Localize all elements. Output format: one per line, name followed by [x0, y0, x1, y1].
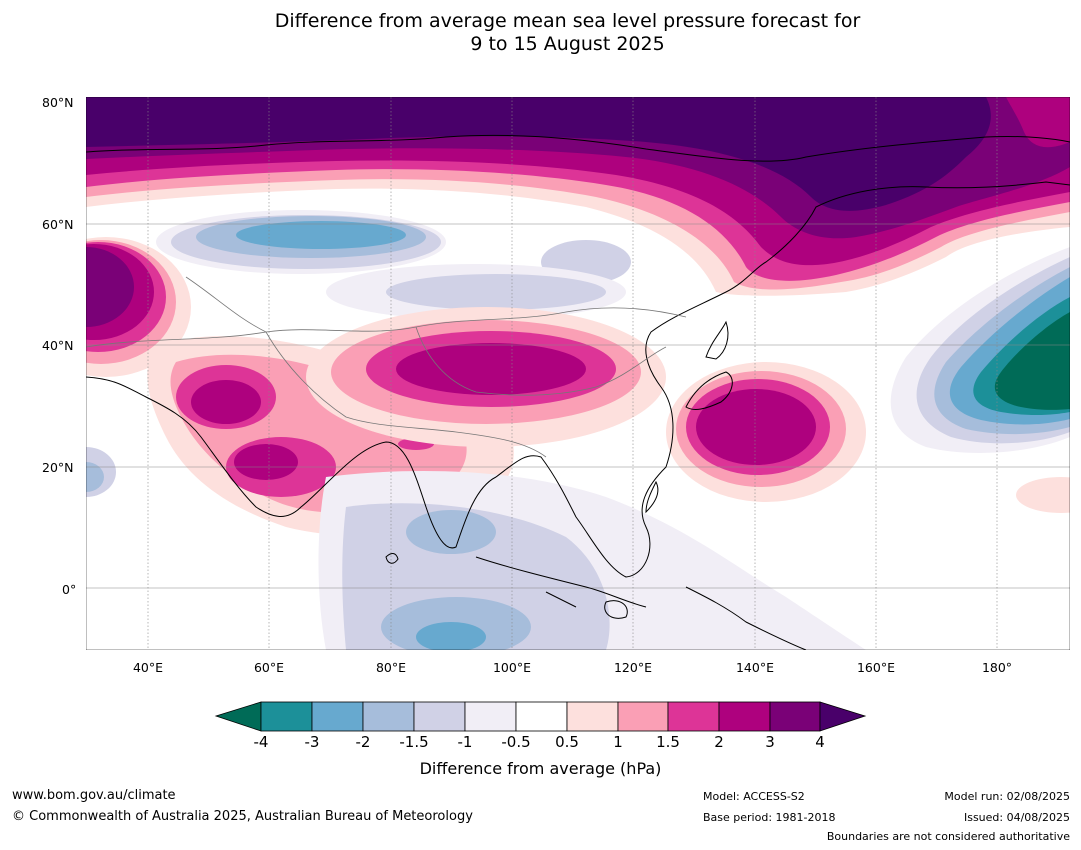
footer-model-run: Model run: 02/08/2025	[944, 790, 1070, 803]
colorbar-tick: -0.5	[501, 733, 531, 751]
lon-label-140e: 140°E	[735, 660, 774, 675]
colorbar-swatch-9	[667, 701, 720, 732]
lon-label-180: 180°	[981, 660, 1013, 675]
colorbar-tick: 2	[714, 733, 724, 751]
lat-label-equator: 0°	[62, 582, 77, 597]
colorbar-tick: 4	[815, 733, 825, 751]
colorbar-swatch-5	[464, 701, 517, 732]
lon-label-80e: 80°E	[375, 660, 407, 675]
colorbar-swatch-4	[413, 701, 466, 732]
lat-label-20n: 20°N	[42, 460, 74, 475]
country-borders	[86, 276, 687, 458]
lon-label-120e: 120°E	[613, 660, 652, 675]
lon-label-40e: 40°E	[132, 660, 164, 675]
colorbar-tick: -4	[253, 733, 269, 751]
colorbar-label: Difference from average (hPa)	[419, 759, 662, 778]
colorbar-tick: 1	[613, 733, 623, 751]
footer-base-period: Base period: 1981-2018	[703, 811, 836, 824]
coastlines	[86, 134, 1070, 650]
footer-issued: Issued: 04/08/2025	[963, 811, 1070, 824]
colorbar-tick: -2	[355, 733, 371, 751]
colorbar-swatch-3	[362, 701, 415, 732]
colorbar-swatch-below-min	[214, 701, 262, 732]
footer-copyright: © Commonwealth of Australia 2025, Austra…	[12, 809, 473, 824]
colorbar-tick: -1.5	[399, 733, 429, 751]
lat-label-40n: 40°N	[42, 338, 74, 353]
colorbar-swatch-2	[311, 701, 364, 732]
pressure-anomaly-map	[86, 97, 1070, 650]
footer-disclaimer: Boundaries are not considered authoritat…	[826, 830, 1070, 843]
colorbar-swatch-10	[718, 701, 771, 732]
colorbar-tick: -3	[304, 733, 320, 751]
colorbar-tick: 3	[765, 733, 775, 751]
lon-label-160e: 160°E	[856, 660, 895, 675]
colorbar-tick: 1.5	[656, 733, 680, 751]
title-line-1: Difference from average mean sea level p…	[274, 10, 861, 32]
title-line-2: 9 to 15 August 2025	[470, 33, 665, 55]
map-title: Difference from average mean sea level p…	[0, 10, 1081, 56]
lon-label-100e: 100°E	[492, 660, 531, 675]
colorbar-tick: -1	[457, 733, 473, 751]
colorbar-swatch-8	[617, 701, 669, 732]
colorbar-swatch-7	[566, 701, 619, 732]
colorbar-tick: 0.5	[555, 733, 579, 751]
colorbar-swatch-6	[515, 701, 568, 732]
colorbar-swatch-above-max	[819, 701, 867, 732]
lat-label-80n: 80°N	[42, 95, 74, 110]
lat-label-60n: 60°N	[42, 217, 74, 232]
lon-label-60e: 60°E	[253, 660, 285, 675]
colorbar-swatch-11	[769, 701, 821, 732]
colorbar-swatch-1	[260, 701, 313, 732]
graticule	[86, 97, 1070, 650]
footer-url[interactable]: www.bom.gov.au/climate	[12, 788, 176, 803]
footer-model: Model: ACCESS-S2	[703, 790, 805, 803]
